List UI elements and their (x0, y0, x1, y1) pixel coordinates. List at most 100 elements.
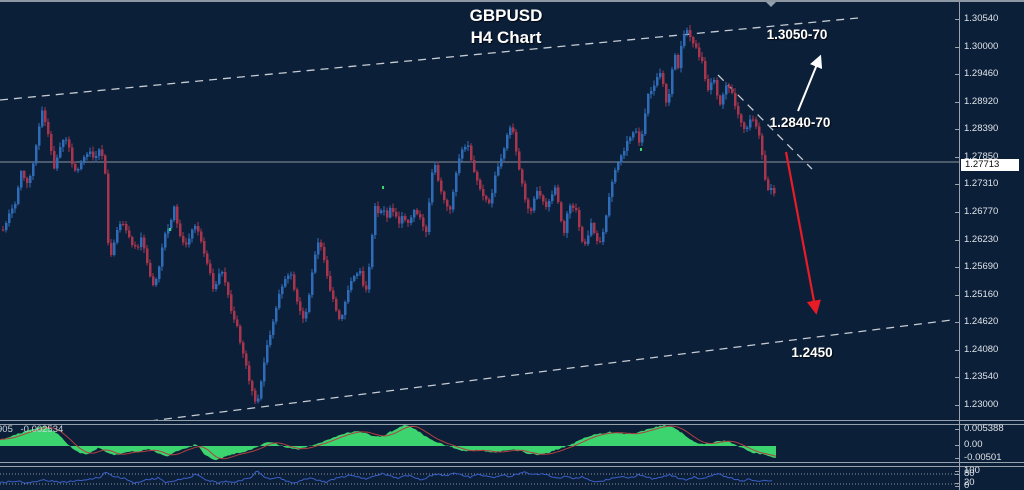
chart-title-timeframe: H4 Chart (470, 28, 542, 47)
candle-body (740, 114, 743, 123)
candle-body (365, 285, 368, 290)
candle-body (11, 208, 14, 214)
y-axis-tick (955, 74, 959, 75)
candle-body (500, 158, 503, 167)
candle-body (125, 224, 128, 231)
osma-scale-tick (955, 445, 959, 446)
candle-body (530, 208, 533, 211)
candle-body (551, 194, 554, 202)
candle-body (194, 225, 197, 230)
candle-body (629, 137, 632, 141)
candle-body (119, 223, 122, 230)
y-axis-tick (955, 19, 959, 20)
candle-body (152, 276, 155, 285)
candle-body (656, 77, 659, 86)
candle-body (215, 284, 218, 290)
candle-body (110, 243, 113, 255)
candle-body (263, 362, 266, 382)
candle-body (746, 127, 749, 130)
candle-body (227, 282, 230, 295)
candle-body (275, 308, 278, 322)
y-axis-tick (955, 350, 959, 351)
candle-body (512, 127, 515, 133)
oscillator-scale-label: 100 (964, 465, 980, 476)
candle-body (245, 353, 248, 366)
oscillator-line (0, 470, 773, 485)
candle-body (641, 134, 644, 143)
price-target-annotation-0: 1.3050-70 (766, 27, 828, 42)
osma-histogram (0, 424, 776, 461)
candle-body (140, 237, 143, 247)
candle-body (371, 235, 374, 268)
candle-body (638, 131, 641, 143)
candle-body (596, 233, 599, 242)
y-axis-tick (955, 295, 959, 296)
candle-body (470, 145, 473, 160)
candle-body (434, 165, 437, 173)
candle-body (704, 61, 707, 79)
candle-body (122, 223, 125, 225)
candle-body (503, 148, 506, 159)
y-axis-tick (955, 212, 959, 213)
candle-body (113, 242, 116, 255)
candle-body (494, 175, 497, 193)
candle-body (536, 190, 539, 199)
candle-body (680, 46, 683, 69)
indicator-main-value: 905 (0, 424, 13, 435)
panel-separator-2[interactable] (0, 462, 1024, 467)
bearish-projection-arrow (784, 151, 821, 315)
y-axis-tick (955, 157, 959, 158)
candle-body (593, 223, 596, 234)
chart-title: GBPUSD H4 Chart (406, 5, 606, 49)
candle-body (341, 315, 344, 320)
candle-body (344, 301, 347, 316)
candle-body (677, 54, 680, 68)
panel-separator-1[interactable] (0, 420, 1024, 425)
candle-body (506, 135, 509, 149)
candle-body (302, 311, 305, 319)
candle-body (233, 310, 236, 320)
candle-body (338, 310, 341, 320)
candle-body (368, 267, 371, 290)
candle-body (149, 262, 152, 277)
candle-body (2, 229, 5, 231)
candle-body (329, 276, 332, 291)
candle-body (665, 84, 668, 103)
y-axis-label: 1.28920 (964, 96, 999, 107)
candle-body (524, 183, 527, 200)
candle-body (182, 236, 185, 243)
candle-body (692, 37, 695, 44)
candle-body (734, 92, 737, 107)
candle-body (116, 229, 119, 243)
candle-body (560, 202, 563, 222)
candle-body (251, 380, 254, 391)
candle-body (383, 210, 386, 212)
candle-body (257, 398, 260, 402)
indicator-values-label: 905 -0.002534 (0, 425, 68, 435)
candle-body (188, 238, 191, 245)
candle-body (539, 190, 542, 196)
candle-body (554, 187, 557, 195)
candle-body (167, 228, 170, 234)
signal-dot (382, 186, 384, 189)
candle-body (326, 260, 329, 276)
candle-body (752, 119, 755, 121)
candle-body (5, 223, 8, 230)
candle-body (428, 202, 431, 233)
signal-dot (169, 228, 171, 231)
candle-body (491, 192, 494, 204)
candle-body (581, 227, 584, 242)
candle-body (74, 164, 77, 171)
candle-body (164, 233, 167, 248)
candle-body (68, 139, 71, 148)
candle-body (287, 275, 290, 279)
candle-body (83, 157, 86, 163)
price-axis-line[interactable] (959, 2, 960, 490)
candle-body (50, 134, 53, 151)
candle-body (419, 214, 422, 218)
candle-body (716, 79, 719, 96)
candle-body (545, 201, 548, 207)
osma-scale-label: 0.00 (964, 439, 983, 450)
candle-body (158, 266, 161, 279)
